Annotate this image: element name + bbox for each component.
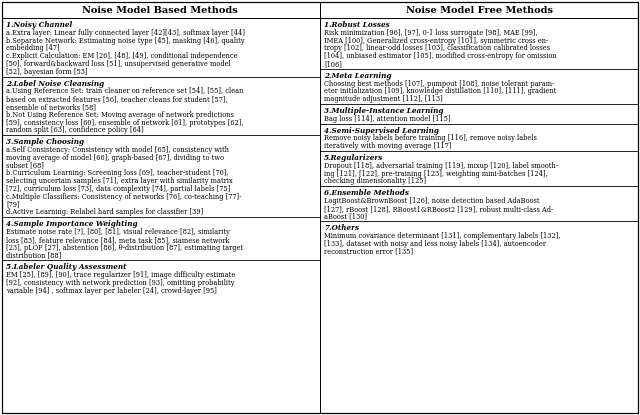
Text: 3.Sample Choosing: 3.Sample Choosing	[6, 138, 84, 146]
Text: eter initialization [109], knowledge distillation [110], [111], gradient: eter initialization [109], knowledge dis…	[324, 88, 556, 95]
Text: b.Not Using Reference Set: Moving average of network predictions: b.Not Using Reference Set: Moving averag…	[6, 111, 234, 119]
Text: c.Explicit Calculation: EM [26], [48], [49], conditional independence: c.Explicit Calculation: EM [26], [48], […	[6, 52, 237, 60]
Text: c.Multiple Classifiers: Consistency of networks [76], co-teaching [77]-: c.Multiple Classifiers: Consistency of n…	[6, 193, 241, 201]
Text: Estimate noise rate [?], [80], [81], visual relevance [82], similarity: Estimate noise rate [?], [80], [81], vis…	[6, 228, 230, 236]
Text: random split [63], confidence policy [64]: random split [63], confidence policy [64…	[6, 127, 144, 134]
Text: a.Using Reference Set: train cleaner on reference set [54], [55], clean: a.Using Reference Set: train cleaner on …	[6, 88, 243, 95]
Text: [50], forward&backward loss [51], unsupervised generative model: [50], forward&backward loss [51], unsupe…	[6, 60, 231, 68]
Text: ensemble of networks [58]: ensemble of networks [58]	[6, 103, 96, 111]
Text: Remove noisy labels before training [116], remove noisy labels: Remove noisy labels before training [116…	[324, 134, 537, 142]
Text: based on extracted features [56], teacher cleans for student [57],: based on extracted features [56], teache…	[6, 95, 228, 103]
Text: distribution [88]: distribution [88]	[6, 251, 61, 259]
Text: [79]: [79]	[6, 200, 20, 209]
Text: LogitBoost&BrownBoost [126], noise detection based AdaBoost: LogitBoost&BrownBoost [126], noise detec…	[324, 197, 540, 205]
Text: [127], rBoost [128], RBoost1&RBoost2 [129], robust multi-class Ad-: [127], rBoost [128], RBoost1&RBoost2 [12…	[324, 205, 553, 213]
Text: [23], pLOF [27], abstention [86], θ-distribution [87], estimating target: [23], pLOF [27], abstention [86], θ-dist…	[6, 244, 243, 251]
Text: 3.Multiple-Instance Learning: 3.Multiple-Instance Learning	[324, 107, 444, 115]
Text: magnitude adjustment [112], [113]: magnitude adjustment [112], [113]	[324, 95, 443, 103]
Text: 4.Sample Importance Weighting: 4.Sample Importance Weighting	[6, 220, 138, 228]
Text: 2.Label Noise Cleansing: 2.Label Noise Cleansing	[6, 80, 104, 88]
Text: 5.Labeler Quality Assessment: 5.Labeler Quality Assessment	[6, 263, 127, 271]
Text: selecting uncertain samples [71], extra layer with similarity matrix: selecting uncertain samples [71], extra …	[6, 177, 233, 185]
Text: iteratively with moving average [117]: iteratively with moving average [117]	[324, 142, 451, 150]
Text: aBoost [130]: aBoost [130]	[324, 212, 367, 221]
Text: embedding [47]: embedding [47]	[6, 44, 60, 52]
Text: Minimum covariance determinant [131], complementary labels [132],: Minimum covariance determinant [131], co…	[324, 232, 561, 240]
Text: 1.Robust Losses: 1.Robust Losses	[324, 21, 390, 29]
Text: b.Curriculum Learning: Screening loss [69], teacher-student [70],: b.Curriculum Learning: Screening loss [6…	[6, 169, 228, 177]
Text: Risk minimization [96], [97], 0-1 loss surrogate [98], MAE [99],: Risk minimization [96], [97], 0-1 loss s…	[324, 29, 538, 37]
Text: [59], consistency loss [60], ensemble of network [61], prototypes [62],: [59], consistency loss [60], ensemble of…	[6, 119, 243, 127]
Text: reconstruction error [135]: reconstruction error [135]	[324, 248, 413, 256]
Text: [52], bayesian form [53]: [52], bayesian form [53]	[6, 68, 88, 76]
Text: 4.Semi-Supervised Learning: 4.Semi-Supervised Learning	[324, 127, 439, 134]
Text: b.Separate Network: Estimating noise type [45], masking [46], quality: b.Separate Network: Estimating noise typ…	[6, 37, 244, 44]
Text: 2.Meta Learning: 2.Meta Learning	[324, 72, 392, 80]
Text: a.Extra layer: Linear fully connected layer [42][43], softmax layer [44]: a.Extra layer: Linear fully connected la…	[6, 29, 245, 37]
Text: ing [121], [122], pre-training [123], weighting mini-batches [124],: ing [121], [122], pre-training [123], we…	[324, 170, 548, 178]
Text: [106]: [106]	[324, 60, 342, 68]
Text: subset [68]: subset [68]	[6, 161, 44, 170]
Text: d.Active Learning: Relabel hard samples for classifier [39]: d.Active Learning: Relabel hard samples …	[6, 208, 204, 216]
Text: checking dimensionality [125]: checking dimensionality [125]	[324, 177, 426, 186]
Text: a.Self Consistency: Consistency with model [65], consistency with: a.Self Consistency: Consistency with mod…	[6, 146, 229, 154]
Text: EM [25], [89], [90], trace regularizer [91], image difficulty estimate: EM [25], [89], [90], trace regularizer […	[6, 271, 236, 279]
Text: Choosing best methods [107], pumpout [108], noise tolerant param-: Choosing best methods [107], pumpout [10…	[324, 80, 554, 88]
Text: [92], consistency with network prediction [93], omitting probability: [92], consistency with network predictio…	[6, 279, 234, 287]
Text: Dropout [118], adversarial training [119], mixup [120], label smooth-: Dropout [118], adversarial training [119…	[324, 162, 558, 170]
Text: tropy [102], linear-odd losses [103], classification calibrated losses: tropy [102], linear-odd losses [103], cl…	[324, 44, 550, 52]
Text: variable [94] , softmax layer per labeler [24], crowd-layer [95]: variable [94] , softmax layer per labele…	[6, 287, 217, 295]
Text: loss [83], feature relevance [84], meta task [85], siamese network: loss [83], feature relevance [84], meta …	[6, 236, 230, 244]
Text: IMEA [100], Generalized cross-entropy [101], symmetric cross en-: IMEA [100], Generalized cross-entropy [1…	[324, 37, 548, 44]
Text: 1.Noisy Channel: 1.Noisy Channel	[6, 21, 72, 29]
Text: Bag loss [114], attention model [115]: Bag loss [114], attention model [115]	[324, 115, 451, 123]
Text: 7.Others: 7.Others	[324, 225, 359, 232]
Text: Noise Model Based Methods: Noise Model Based Methods	[82, 5, 238, 15]
Text: [72], curriculum loss [73], data complexity [74], partial labels [75]: [72], curriculum loss [73], data complex…	[6, 185, 230, 193]
Text: 6.Ensemble Methods: 6.Ensemble Methods	[324, 189, 409, 197]
Text: Noise Model Free Methods: Noise Model Free Methods	[406, 5, 554, 15]
Text: [104], unbiased estimator [105], modified cross-entropy for omission: [104], unbiased estimator [105], modifie…	[324, 52, 557, 60]
Text: 5.Regularizers: 5.Regularizers	[324, 154, 383, 162]
Text: moving average of model [66], graph-based [67], dividing to two: moving average of model [66], graph-base…	[6, 154, 224, 162]
Text: [133], dataset with noisy and less noisy labels [134], autoencoder: [133], dataset with noisy and less noisy…	[324, 240, 546, 248]
